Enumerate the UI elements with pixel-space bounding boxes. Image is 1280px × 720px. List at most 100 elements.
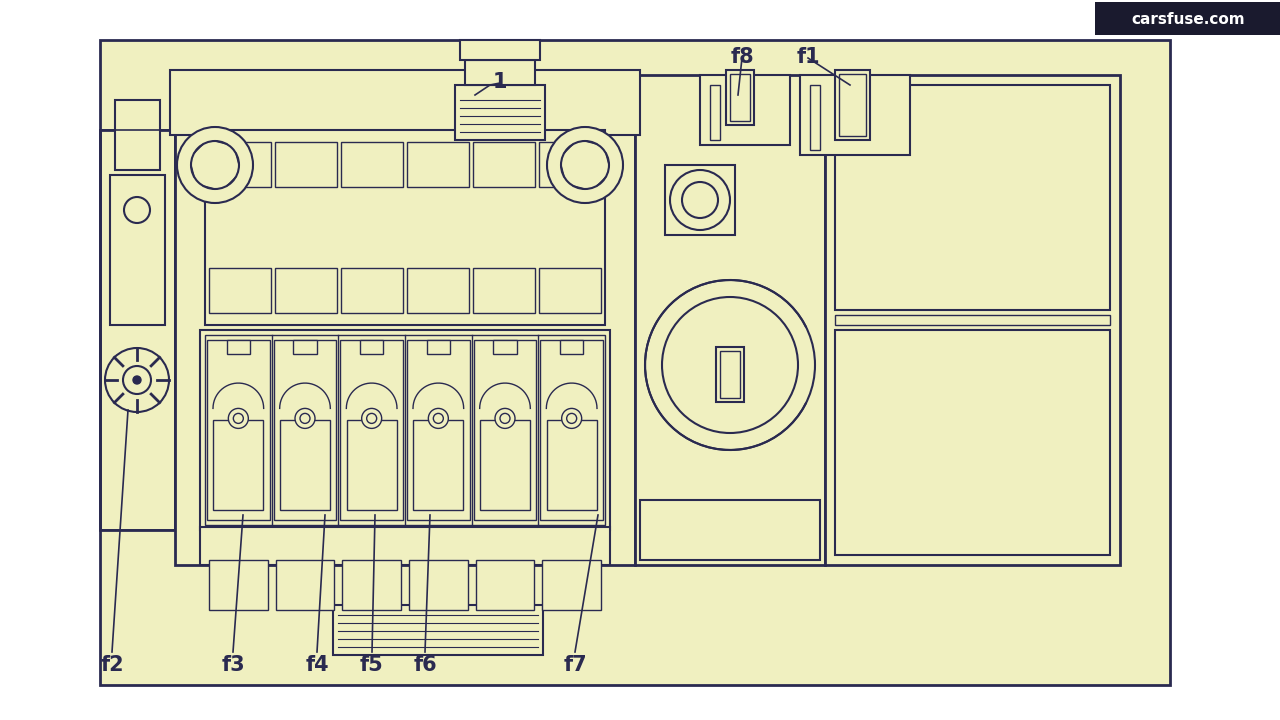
Bar bbox=[800, 75, 910, 155]
Text: 1: 1 bbox=[493, 72, 507, 92]
Text: f3: f3 bbox=[221, 655, 244, 675]
Bar bbox=[333, 605, 543, 655]
Bar bbox=[274, 340, 337, 520]
Circle shape bbox=[645, 280, 815, 450]
Circle shape bbox=[434, 413, 443, 423]
Bar bbox=[640, 500, 820, 560]
Text: f4: f4 bbox=[305, 655, 329, 675]
Bar bbox=[730, 74, 750, 121]
Bar bbox=[474, 268, 535, 313]
Text: f8: f8 bbox=[730, 47, 754, 67]
Bar bbox=[635, 75, 826, 565]
Circle shape bbox=[562, 408, 581, 428]
Bar bbox=[539, 268, 602, 313]
Circle shape bbox=[191, 141, 239, 189]
Circle shape bbox=[362, 408, 381, 428]
Bar bbox=[719, 351, 740, 398]
Bar bbox=[1094, 2, 1280, 35]
Bar bbox=[209, 142, 271, 187]
Bar bbox=[275, 142, 337, 187]
Circle shape bbox=[233, 413, 243, 423]
Circle shape bbox=[429, 408, 448, 428]
Bar bbox=[360, 340, 383, 354]
Bar bbox=[205, 335, 605, 525]
Bar bbox=[205, 130, 605, 325]
Circle shape bbox=[300, 413, 310, 423]
Bar bbox=[115, 100, 160, 170]
Bar bbox=[340, 268, 403, 313]
Bar bbox=[209, 268, 271, 313]
Circle shape bbox=[123, 366, 151, 394]
Bar bbox=[275, 560, 334, 610]
Bar bbox=[726, 70, 754, 125]
Bar bbox=[227, 340, 250, 354]
Bar bbox=[426, 340, 451, 354]
Bar bbox=[410, 560, 467, 610]
Circle shape bbox=[567, 413, 577, 423]
Text: f2: f2 bbox=[100, 655, 124, 675]
Circle shape bbox=[662, 297, 797, 433]
Bar bbox=[547, 420, 596, 510]
Bar bbox=[835, 330, 1110, 555]
Bar bbox=[480, 420, 530, 510]
Bar bbox=[293, 340, 316, 354]
Bar bbox=[342, 560, 401, 610]
Bar bbox=[407, 268, 468, 313]
Bar bbox=[493, 340, 517, 354]
Bar bbox=[700, 75, 790, 145]
Bar bbox=[474, 142, 535, 187]
Text: f6: f6 bbox=[413, 655, 436, 675]
Bar bbox=[214, 420, 264, 510]
Bar bbox=[275, 268, 337, 313]
Circle shape bbox=[669, 170, 730, 230]
Bar bbox=[465, 60, 535, 85]
Bar bbox=[407, 142, 468, 187]
Circle shape bbox=[177, 127, 253, 203]
Circle shape bbox=[561, 141, 609, 189]
Text: f1: f1 bbox=[796, 47, 819, 67]
Circle shape bbox=[294, 408, 315, 428]
Bar bbox=[716, 347, 744, 402]
Bar bbox=[476, 560, 534, 610]
Bar bbox=[340, 142, 403, 187]
Bar bbox=[826, 75, 1120, 565]
Bar bbox=[474, 340, 536, 520]
Bar bbox=[100, 40, 1170, 685]
Bar bbox=[666, 165, 735, 235]
Bar bbox=[454, 85, 545, 140]
Circle shape bbox=[366, 413, 376, 423]
Bar bbox=[347, 420, 397, 510]
Text: f7: f7 bbox=[563, 655, 586, 675]
Bar bbox=[838, 74, 867, 136]
Bar bbox=[110, 175, 165, 325]
Text: carsfuse.com: carsfuse.com bbox=[1132, 12, 1245, 27]
Bar bbox=[207, 340, 270, 520]
Bar bbox=[835, 315, 1110, 325]
Bar bbox=[100, 40, 1170, 685]
Circle shape bbox=[105, 348, 169, 412]
Circle shape bbox=[133, 376, 141, 384]
Circle shape bbox=[495, 408, 515, 428]
Bar bbox=[540, 340, 603, 520]
Bar bbox=[170, 70, 640, 135]
Circle shape bbox=[682, 182, 718, 218]
Bar bbox=[539, 142, 602, 187]
Bar bbox=[710, 85, 719, 140]
Circle shape bbox=[228, 408, 248, 428]
Circle shape bbox=[500, 413, 509, 423]
Bar bbox=[561, 340, 584, 354]
Circle shape bbox=[547, 127, 623, 203]
Text: f5: f5 bbox=[360, 655, 384, 675]
Bar bbox=[175, 75, 635, 565]
Bar bbox=[200, 330, 611, 530]
Circle shape bbox=[124, 197, 150, 223]
Bar bbox=[200, 527, 611, 565]
Bar bbox=[460, 40, 540, 60]
Bar bbox=[835, 85, 1110, 310]
Bar bbox=[810, 85, 820, 150]
Bar bbox=[543, 560, 602, 610]
Bar bbox=[340, 340, 403, 520]
Bar bbox=[209, 560, 268, 610]
Bar bbox=[100, 130, 175, 530]
Bar bbox=[407, 340, 470, 520]
